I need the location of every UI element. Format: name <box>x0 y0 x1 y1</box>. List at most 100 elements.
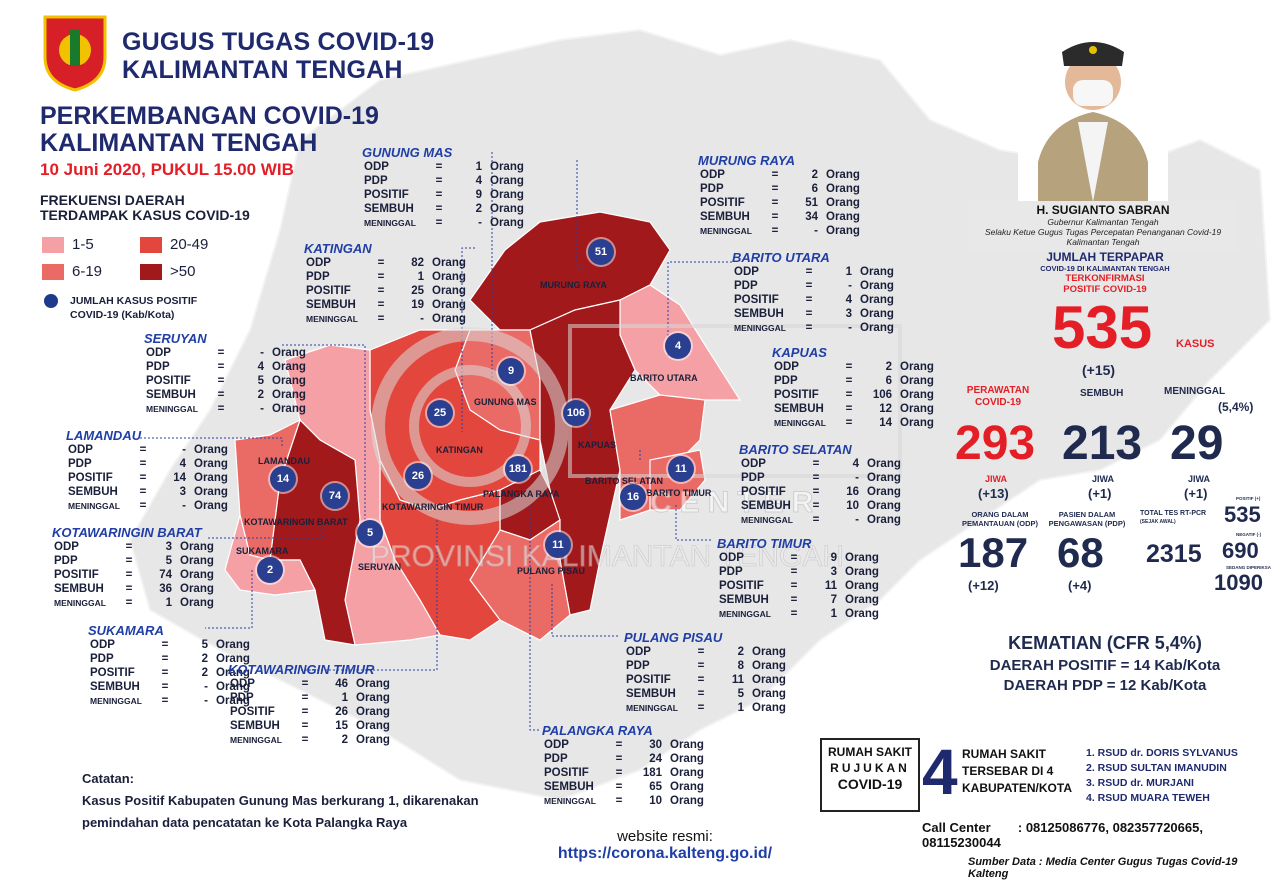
case-marker[interactable]: 16 <box>620 484 646 510</box>
pdp-label1: PASIEN DALAM <box>1058 510 1116 519</box>
stat-cell: = <box>805 322 813 334</box>
stat-row: ODP = - Orang <box>144 346 308 360</box>
stat-cell: SEMBUH <box>544 781 594 793</box>
call-center-numbers[interactable]: : 08125086776, 082357720665, 08115230044 <box>922 820 1203 850</box>
stat-cell: Orang <box>752 646 786 658</box>
stat-cell: POSITIF <box>544 767 589 779</box>
stat-row: SEMBUH = 2 Orang <box>144 388 308 402</box>
stat-block-seruyan: SERUYAN ODP = - Orang PDP = 4 Orang POSITIF = 5 Oran… <box>144 331 308 416</box>
stat-cell: 2 <box>475 203 482 215</box>
stat-cell: 3 <box>179 486 186 498</box>
stat-cell: 10 <box>846 500 859 512</box>
stat-cell: Orang <box>670 781 704 793</box>
stat-row: ODP = 82 Orang <box>304 256 468 270</box>
legend-dot-line1: JUMLAH KASUS POSITIF <box>70 295 198 307</box>
district-stats: ODP = 4 Orang PDP = - Orang POSITIF = 16 Orang SEMBU… <box>739 457 903 527</box>
stat-row: MENINGGAL = - Orang <box>304 312 468 326</box>
stat-row: SEMBUH = 19 Orang <box>304 298 468 312</box>
stat-cell: = <box>812 514 820 526</box>
stat-block-barito-selatan: BARITO SELATAN ODP = 4 Orang PDP = - Orang POSITI… <box>739 442 903 527</box>
stat-cell: Orang <box>216 639 250 651</box>
stat-cell: Orang <box>900 403 934 415</box>
stat-cell: 5 <box>165 555 172 567</box>
stat-cell: Orang <box>356 678 390 690</box>
case-marker[interactable]: 4 <box>665 333 691 359</box>
stat-cell: - <box>420 313 424 325</box>
stat-row: PDP = 2 Orang <box>88 652 252 666</box>
stat-cell: - <box>855 514 859 526</box>
case-marker[interactable]: 106 <box>563 400 589 426</box>
case-marker[interactable]: 9 <box>498 358 524 384</box>
case-marker[interactable]: 51 <box>588 239 614 265</box>
stat-cell: ODP <box>774 361 799 373</box>
stat-cell: Orang <box>900 417 934 429</box>
map-label: PALANGKA RAYA <box>483 489 560 499</box>
stat-cell: SEMBUH <box>741 500 791 512</box>
case-marker[interactable]: 25 <box>427 400 453 426</box>
case-marker[interactable]: 5 <box>357 520 383 546</box>
stat-cell: ODP <box>734 266 759 278</box>
stat-row: ODP = 46 Orang <box>228 677 392 691</box>
odp-label1: ORANG DALAM <box>971 510 1029 519</box>
stat-row: SEMBUH = 34 Orang <box>698 210 862 224</box>
stat-cell: ODP <box>68 444 93 456</box>
stat-cell: 74 <box>159 569 172 581</box>
case-marker[interactable]: 26 <box>405 463 431 489</box>
district-stats: ODP = 9 Orang PDP = 3 Orang POSITIF = 11 Orang SEMBU… <box>717 551 881 621</box>
stat-cell: POSITIF <box>306 285 351 297</box>
stat-cell: = <box>845 389 853 401</box>
case-marker[interactable]: 2 <box>257 557 283 583</box>
pcr-label: TOTAL TES RT-PCR (SEJAK AWAL) <box>1140 510 1206 526</box>
rs-box-line1: RUMAH SAKIT <box>828 745 912 759</box>
stat-cell: = <box>790 580 798 592</box>
case-marker[interactable]: 11 <box>668 456 694 482</box>
stat-cell: Orang <box>216 681 250 693</box>
meninggal-label: MENINGGAL <box>1164 386 1226 397</box>
stat-cell: PDP <box>90 653 114 665</box>
region-sukamara[interactable] <box>224 512 316 596</box>
stat-cell: 1 <box>341 692 348 704</box>
case-marker[interactable]: 74 <box>322 483 348 509</box>
perawatan-label: PERAWATAN COVID-19 <box>958 385 1038 409</box>
stat-cell: ODP <box>544 739 569 751</box>
terpapar-title: JUMLAH TERPAPAR <box>1046 250 1164 264</box>
stat-cell: = <box>301 678 309 690</box>
stat-row: SEMBUH = 3 Orang <box>66 485 230 499</box>
meninggal-delta: (+1) <box>1184 486 1208 501</box>
stat-cell: 1 <box>417 271 424 283</box>
pdp-label2: PENGAWASAN (PDP) <box>1048 519 1126 528</box>
stat-cell: POSITIF <box>626 674 671 686</box>
stat-row: MENINGGAL = - Orang <box>66 499 230 513</box>
stat-cell: 181 <box>642 767 662 779</box>
stat-cell: Orang <box>356 706 390 718</box>
stat-cell: 5 <box>201 639 208 651</box>
stat-cell: PDP <box>741 472 765 484</box>
case-marker[interactable]: 11 <box>545 532 571 558</box>
stat-cell: = <box>697 702 705 714</box>
stat-row: SEMBUH = 3 Orang <box>732 307 896 321</box>
stat-cell: = <box>125 555 133 567</box>
website-link[interactable]: https://corona.kalteng.go.id/ <box>557 845 773 862</box>
stat-cell: Orang <box>867 500 901 512</box>
meninggal-pct: (5,4%) <box>1218 400 1254 414</box>
stat-cell: ODP <box>90 639 115 651</box>
stat-row: SEMBUH = 15 Orang <box>228 719 392 733</box>
legend-item: 20-49 <box>140 236 208 253</box>
report-date: 10 Juni 2020, PUKUL 15.00 WIB <box>40 160 294 179</box>
case-marker[interactable]: 14 <box>270 466 296 492</box>
stat-cell: PDP <box>364 175 388 187</box>
pcr-diperiksa-label: SEDANG DIPERIKSA <box>1226 565 1272 570</box>
stat-cell: = <box>435 203 443 215</box>
odp-label: ORANG DALAM PEMANTAUAN (ODP) <box>955 510 1045 528</box>
district-stats: ODP = 30 Orang PDP = 24 Orang POSITIF = 181 Orang SE… <box>542 738 706 808</box>
kematian-line2: DAERAH POSITIF = 14 Kab/Kota <box>989 657 1221 674</box>
stat-cell: 12 <box>879 403 892 415</box>
legend-swatch <box>42 236 64 253</box>
stat-cell: Orang <box>194 486 228 498</box>
stat-cell: PDP <box>774 375 798 387</box>
case-marker[interactable]: 181 <box>505 456 531 482</box>
catatan-title: Catatan: <box>82 771 135 786</box>
district-stats: ODP = 2 Orang PDP = 6 Orang POSITIF = 51 Orang SEMBU… <box>698 168 862 238</box>
stat-cell: 19 <box>411 299 424 311</box>
district-stats: ODP = 1 Orang PDP = 4 Orang POSITIF = 9 Orang SEMBUH… <box>362 160 526 230</box>
